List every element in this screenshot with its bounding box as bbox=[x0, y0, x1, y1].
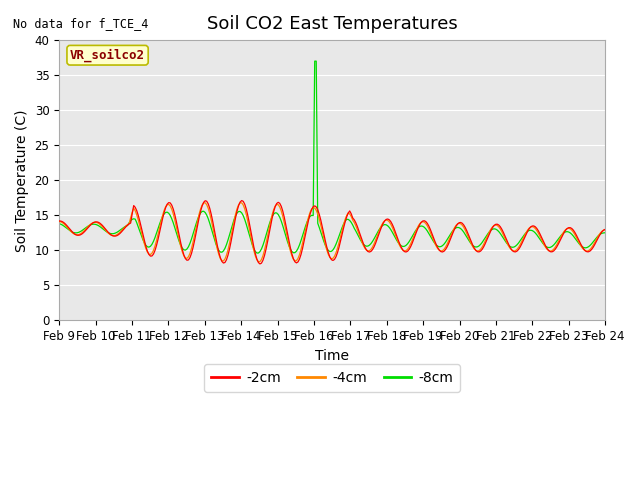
-2cm bbox=[602, 227, 609, 232]
-8cm bbox=[236, 209, 244, 215]
-2cm bbox=[256, 261, 264, 267]
-2cm bbox=[574, 235, 582, 241]
-2cm bbox=[236, 199, 244, 205]
-4cm bbox=[236, 200, 244, 205]
-2cm bbox=[218, 259, 226, 264]
Text: VR_soilco2: VR_soilco2 bbox=[70, 48, 145, 62]
-4cm bbox=[297, 246, 305, 252]
-2cm bbox=[238, 198, 246, 204]
-4cm bbox=[602, 227, 609, 233]
-4cm bbox=[55, 218, 63, 224]
-8cm bbox=[122, 223, 130, 229]
-4cm bbox=[238, 200, 246, 206]
-4cm bbox=[247, 234, 255, 240]
-4cm bbox=[574, 238, 582, 243]
X-axis label: Time: Time bbox=[316, 349, 349, 363]
Line: -8cm: -8cm bbox=[59, 61, 605, 253]
-8cm bbox=[55, 221, 63, 227]
-8cm bbox=[311, 58, 319, 64]
Y-axis label: Soil Temperature (C): Soil Temperature (C) bbox=[15, 109, 29, 252]
Line: -2cm: -2cm bbox=[59, 201, 605, 264]
Legend: -2cm, -4cm, -8cm: -2cm, -4cm, -8cm bbox=[204, 364, 460, 392]
Title: Soil CO2 East Temperatures: Soil CO2 East Temperatures bbox=[207, 15, 458, 33]
-4cm bbox=[255, 259, 262, 264]
-2cm bbox=[247, 228, 255, 234]
-8cm bbox=[246, 232, 253, 238]
Text: No data for f_TCE_4: No data for f_TCE_4 bbox=[13, 17, 148, 30]
-4cm bbox=[122, 223, 130, 228]
-8cm bbox=[602, 230, 609, 236]
Line: -4cm: -4cm bbox=[59, 203, 605, 262]
-8cm bbox=[255, 250, 262, 256]
-4cm bbox=[218, 258, 226, 264]
-8cm bbox=[296, 242, 303, 248]
-2cm bbox=[297, 252, 305, 257]
-8cm bbox=[574, 239, 582, 245]
-2cm bbox=[55, 218, 63, 224]
-8cm bbox=[218, 249, 226, 255]
-2cm bbox=[122, 224, 130, 229]
